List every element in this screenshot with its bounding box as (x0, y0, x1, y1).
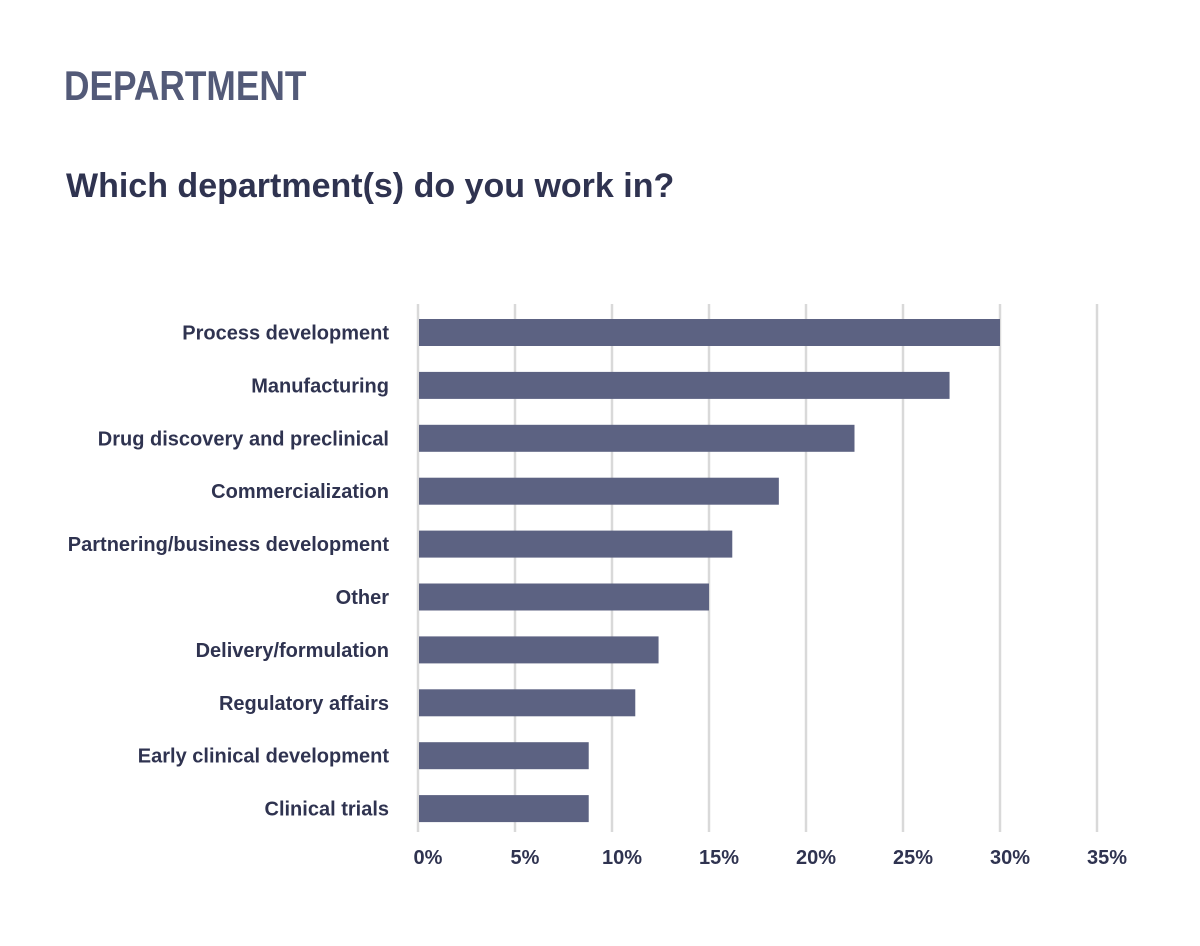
category-label: Clinical trials (265, 799, 390, 821)
x-tick-label: 10% (602, 847, 642, 869)
category-label: Early clinical development (138, 746, 390, 768)
bar (419, 530, 733, 558)
category-label: Process development (182, 323, 389, 345)
x-tick-label: 15% (699, 847, 739, 869)
category-label: Manufacturing (251, 375, 389, 397)
category-label: Regulatory affairs (219, 693, 389, 715)
x-tick-label: 35% (1087, 847, 1127, 869)
category-label: Other (336, 587, 390, 609)
category-label: Delivery/formulation (196, 640, 389, 662)
category-label: Drug discovery and preclinical (98, 428, 389, 450)
bar (419, 583, 709, 611)
x-axis-ticks: 0% 5% 10% 15% 20% 25% 30% 35% (414, 847, 1128, 869)
x-tick-label: 20% (796, 847, 836, 869)
category-label: Commercialization (211, 481, 389, 503)
category-label: Partnering/business development (68, 534, 390, 556)
x-tick-label: 0% (414, 847, 443, 869)
bar (419, 795, 589, 823)
x-tick-label: 5% (511, 847, 540, 869)
bar (419, 319, 1000, 346)
x-tick-label: 25% (893, 847, 933, 869)
bar (419, 689, 636, 717)
category-labels: Process development Manufacturing Drug dis… (68, 323, 390, 821)
section-title: DEPARTMENT (64, 62, 307, 109)
bar (419, 424, 855, 452)
x-tick-label: 30% (990, 847, 1030, 869)
bars (419, 319, 1000, 823)
chart-question: Which department(s) do you work in? (66, 167, 675, 205)
bar (419, 477, 779, 505)
bar (419, 371, 950, 399)
bar (419, 636, 659, 664)
bar (419, 742, 589, 770)
